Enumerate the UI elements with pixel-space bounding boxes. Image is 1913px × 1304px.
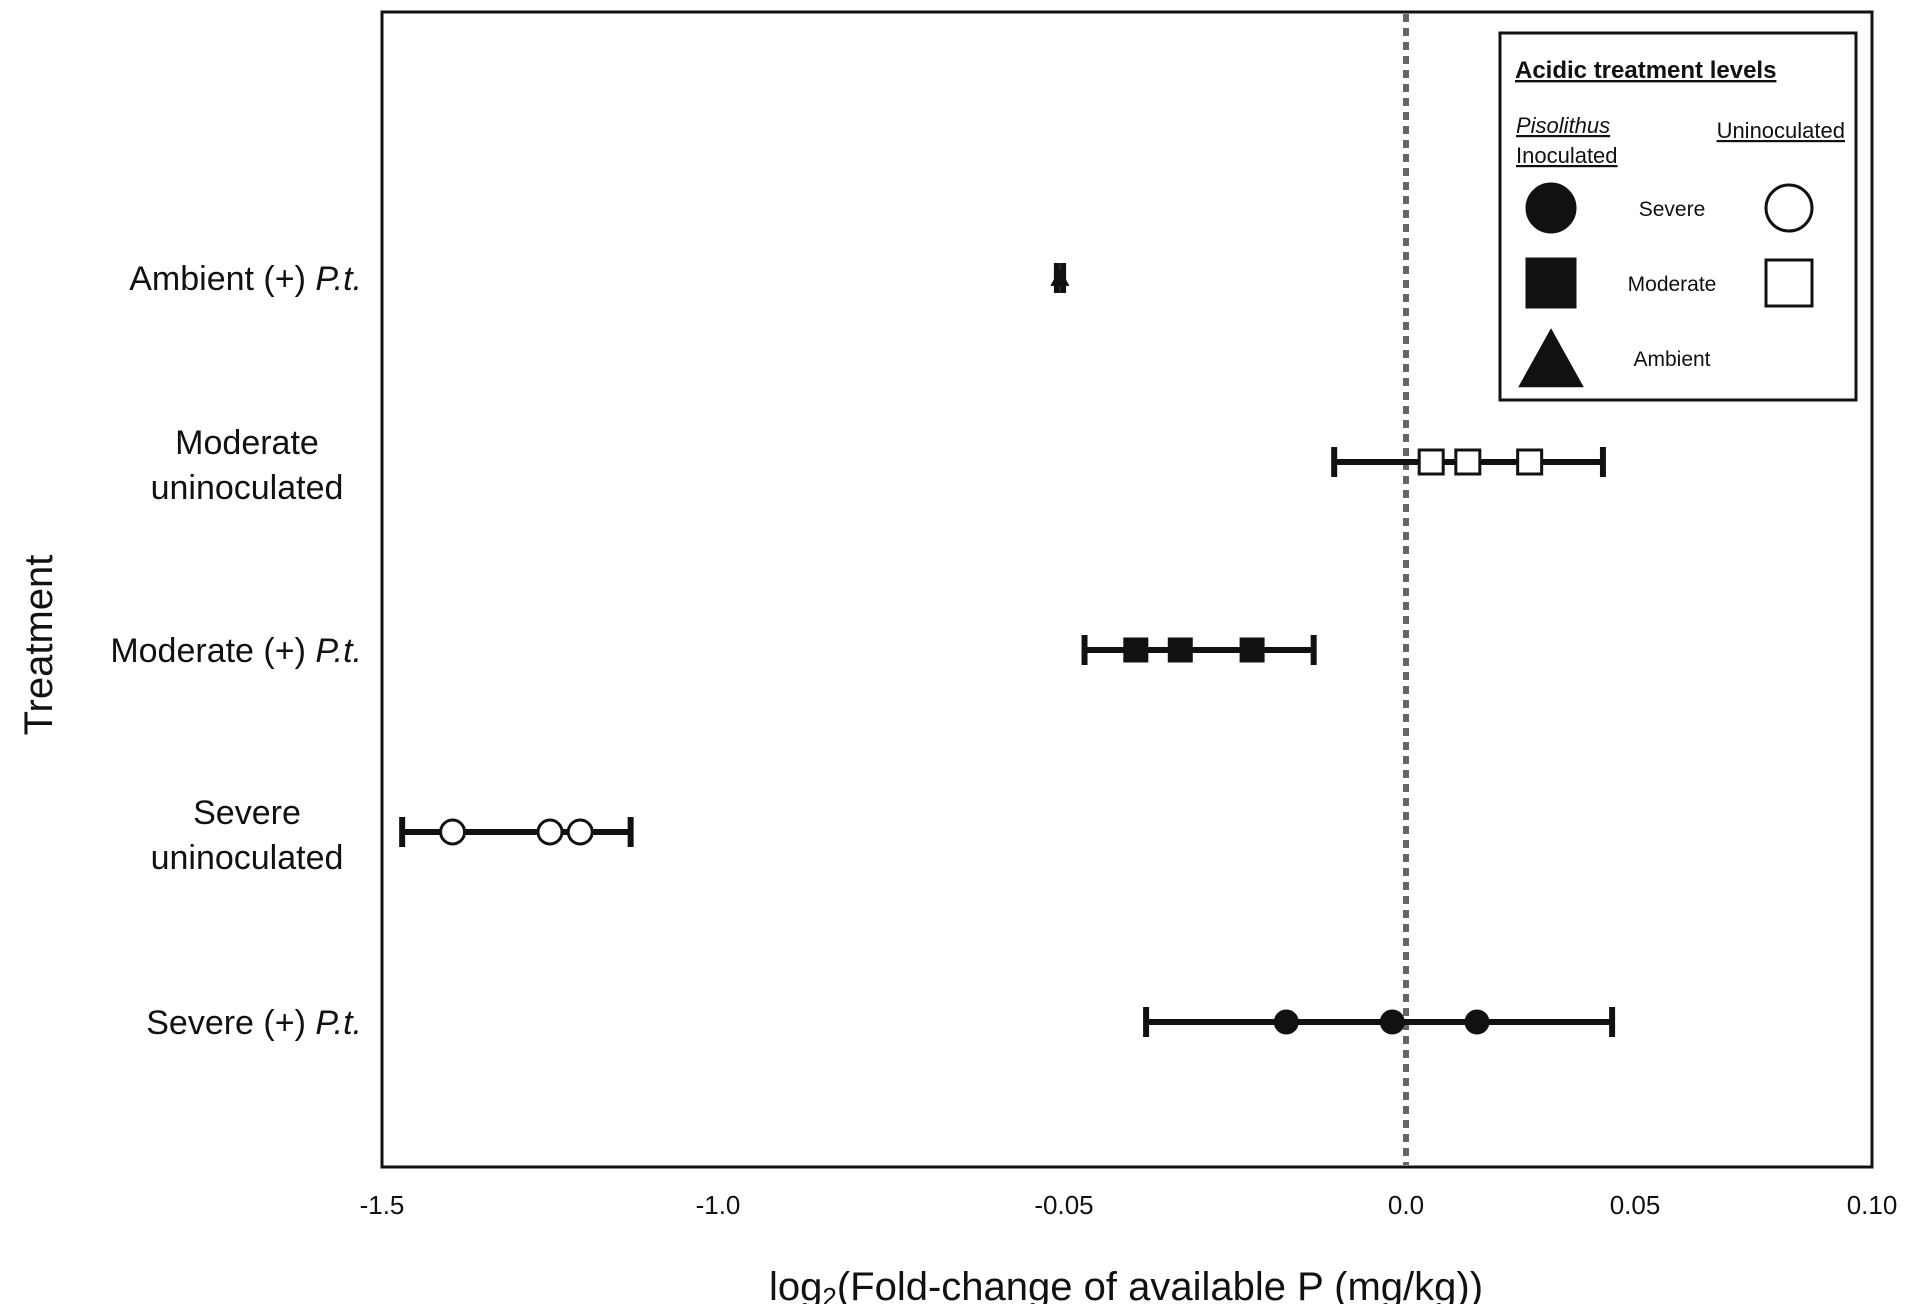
x-tick-label: 0.0 <box>1388 1190 1424 1220</box>
data-point <box>1417 448 1445 476</box>
x-tick-label: -1.5 <box>360 1190 405 1220</box>
legend-marker-uninoculated <box>1764 183 1814 233</box>
legend-level-label: Severe <box>1639 198 1706 221</box>
category-label-text: Moderate (+) <box>110 632 315 670</box>
x-tick-label: 0.10 <box>1847 1190 1898 1220</box>
legend-marker-inoculated <box>1525 257 1577 309</box>
legend-title: Acidic treatment levels <box>1515 57 1776 84</box>
series-row <box>1050 263 1070 293</box>
legend-marker-inoculated <box>1525 182 1577 234</box>
category-label: Severe (+) P.t. <box>146 1004 362 1042</box>
x-tick-label: -1.0 <box>696 1190 741 1220</box>
x-axis-title: log2(Fold-change of available P (mg/kg)) <box>769 1265 1483 1304</box>
category-label: Ambient (+) P.t. <box>129 260 362 298</box>
x-tick-label: 0.05 <box>1610 1190 1661 1220</box>
data-point <box>1239 637 1265 663</box>
legend-level-label: Ambient <box>1633 348 1710 371</box>
data-series <box>399 263 1616 1037</box>
legend-rows: Severe Moderate Ambient <box>1518 182 1814 388</box>
legend-marker-inoculated <box>1518 328 1584 388</box>
category-label: Moderate (+) P.t. <box>110 632 362 670</box>
series-row <box>399 817 634 847</box>
series-row <box>1331 447 1606 477</box>
data-point <box>1273 1009 1299 1035</box>
data-point <box>1167 637 1193 663</box>
legend-level-label: Moderate <box>1628 273 1717 296</box>
data-point <box>566 818 594 846</box>
legend-col-inoculated-line1: Pisolithus <box>1516 113 1610 138</box>
y-axis-title: Treatment <box>17 555 61 736</box>
legend-marker-uninoculated <box>1764 258 1814 308</box>
category-label-species: P.t. <box>315 1004 362 1042</box>
category-label-text: Ambient (+) <box>129 260 315 298</box>
y-category-labels: Ambient (+) P.t. Moderate uninoculated Mode… <box>110 260 362 1042</box>
category-label-text: Severe (+) <box>146 1004 315 1042</box>
category-label-line1: Moderate <box>175 424 319 462</box>
category-label-line2: uninoculated <box>151 469 344 507</box>
series-row <box>1143 1007 1616 1037</box>
legend-col-uninoculated: Uninoculated <box>1717 118 1845 143</box>
data-point <box>1454 448 1482 476</box>
series-row <box>1081 635 1317 665</box>
data-point <box>1123 637 1149 663</box>
legend-col-inoculated-line2: Inoculated <box>1516 143 1618 168</box>
data-point <box>1051 269 1070 286</box>
data-point <box>536 818 564 846</box>
x-tick-label: -0.05 <box>1034 1190 1093 1220</box>
data-point <box>439 818 467 846</box>
category-label-species: P.t. <box>315 260 362 298</box>
data-point <box>1379 1009 1405 1035</box>
category-label-species: P.t. <box>315 632 362 670</box>
data-point <box>1516 448 1544 476</box>
legend: Acidic treatment levels Pisolithus Inocu… <box>1498 31 1858 402</box>
category-label-line1: Severe <box>193 794 301 832</box>
data-point <box>1464 1009 1490 1035</box>
category-label-line2: uninoculated <box>151 839 344 877</box>
x-axis-ticks: -1.5 -1.0 -0.05 0.0 0.05 0.10 <box>360 1190 1898 1220</box>
